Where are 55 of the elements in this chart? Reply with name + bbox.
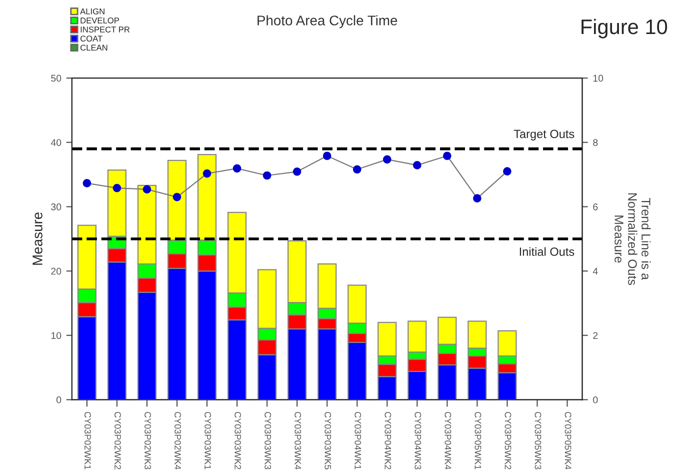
y2-tick-label: 0 xyxy=(593,396,598,404)
legend-label: DEVELOP xyxy=(80,18,120,24)
x-tick-label: CY03P04WK3 xyxy=(414,412,422,470)
point xyxy=(412,161,422,170)
x-tick-label: CY03P02WK1 xyxy=(84,412,91,470)
chart-title: Photo Area Cycle Time xyxy=(258,15,398,28)
legend-label: CLEAN xyxy=(80,44,108,51)
x-tick-label: CY03P02WK4 xyxy=(174,412,181,470)
y-tick-label: 20 xyxy=(51,268,62,275)
ref-line-label: Target Outs xyxy=(514,130,574,140)
y-tick-label: 50 xyxy=(51,74,62,82)
point xyxy=(142,185,152,194)
x-tick-label: CY03P03WK2 xyxy=(234,412,241,470)
x-tick-label: CY03P02WK3 xyxy=(144,412,151,470)
x-tick-label: CY03P05WK1 xyxy=(474,412,482,470)
point xyxy=(322,152,332,160)
point xyxy=(442,152,452,160)
y2-tick-label: 8 xyxy=(593,139,598,146)
x-tick-label: CY03P04WK4 xyxy=(444,412,452,470)
point xyxy=(352,165,362,174)
point xyxy=(473,194,482,203)
x-tick-label: CY03P04WK1 xyxy=(354,412,362,470)
x-tick-label: CY03P03WK5 xyxy=(324,412,332,470)
point xyxy=(112,184,122,192)
x-tick-label: CY03P03WK1 xyxy=(204,412,211,470)
legend-label: INSPECT PR xyxy=(80,26,130,32)
point xyxy=(172,192,182,202)
point xyxy=(202,169,212,178)
point xyxy=(503,167,512,176)
ref-line-label: Initial Outs xyxy=(520,247,574,256)
x-tick-label: CY03P04WK2 xyxy=(384,412,392,470)
y-tick-label: 30 xyxy=(51,203,62,210)
y2-axis-title: Trend Line is a Normalized Outs Measure xyxy=(614,193,651,285)
y2-tick-label: 4 xyxy=(592,268,598,275)
point xyxy=(262,171,272,180)
point xyxy=(82,179,92,188)
y-tick-label: 10 xyxy=(51,332,62,339)
x-tick-label: CY03P05WK2 xyxy=(504,412,512,470)
point xyxy=(382,155,392,164)
y-tick-label: 40 xyxy=(50,139,62,146)
caption: Figure 10 xyxy=(582,18,668,38)
point xyxy=(292,167,302,176)
y-axis-title: Measure xyxy=(32,212,42,265)
x-tick-label: CY03P03WK4 xyxy=(294,412,302,470)
legend-label: COAT xyxy=(80,36,102,42)
y2-tick-label: 6 xyxy=(593,203,598,210)
point xyxy=(232,164,242,173)
y2-tick-label: 10 xyxy=(593,74,604,82)
x-tick-label: CY03P05WK3 xyxy=(534,412,542,470)
x-tick-label: CY03P05WK4 xyxy=(564,412,572,470)
y-tick-label: 0 xyxy=(56,396,62,404)
y2-tick-label: 2 xyxy=(593,332,598,339)
x-tick-label: CY03P03WK3 xyxy=(264,412,272,470)
legend-label: ALIGN xyxy=(80,8,104,14)
x-tick-label: CY03P02WK2 xyxy=(114,412,121,470)
